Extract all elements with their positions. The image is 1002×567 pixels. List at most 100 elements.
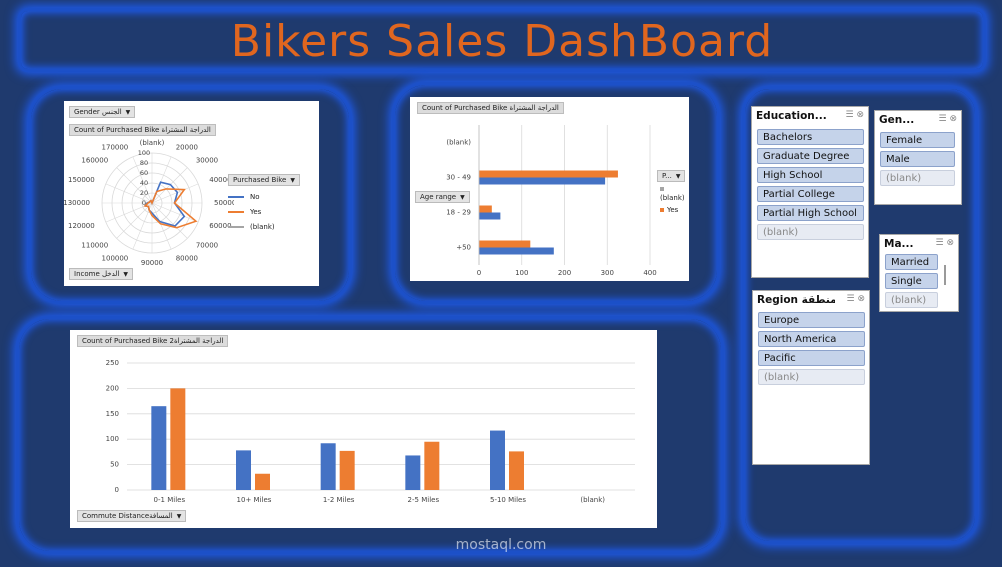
slicer-scrollbar[interactable] <box>944 265 946 285</box>
radar-ring-label: 60 <box>140 169 148 177</box>
slicer-item-education[interactable]: Partial High School <box>757 205 864 221</box>
commute-tick-label: 150 <box>106 410 119 418</box>
radar-spoke <box>132 156 153 204</box>
commute-category-label: 1-2 Miles <box>323 496 355 504</box>
gender-filter-label: Gender الجنس <box>74 108 122 116</box>
radar-category-label: (blank) <box>140 139 165 147</box>
radar-category-label: 60000 <box>209 222 231 230</box>
age-bar-blank <box>479 212 501 220</box>
multi-select-icon[interactable]: ☰ <box>938 114 947 124</box>
slicer-item-gender[interactable]: Male <box>880 151 955 167</box>
commute-category-label: 10+ Miles <box>237 496 272 504</box>
education-slicer: Education... ☰ ⊗ Bachelors Graduate Degre… <box>751 106 869 278</box>
slicer-item-education[interactable]: Bachelors <box>757 129 864 145</box>
radar-spoke <box>151 202 199 223</box>
slicer-item-gender[interactable]: Female <box>880 132 955 148</box>
age-tick-label: 0 <box>477 269 481 277</box>
region-slicer: Region المنطقة ☰ ⊗ Europe North America Pa… <box>752 290 870 465</box>
chevron-down-icon: ▼ <box>176 513 182 520</box>
radar-spoke <box>151 202 172 250</box>
chevron-down-icon: ▼ <box>290 177 295 184</box>
commute-bar-plot: 0 50 100 150 200 250 0-1 Miles 10+ Miles 1-2 Mil… <box>106 359 635 504</box>
commute-tick-label: 100 <box>106 435 119 443</box>
legend-label: (blank) <box>250 222 275 231</box>
commute-axis-label: Commute Distanceالمسافة <box>82 512 173 520</box>
age-range-axis-button[interactable]: Age range ▼ <box>415 191 470 203</box>
clear-filter-icon[interactable]: ⊗ <box>856 110 864 120</box>
radar-plot: 0 20 40 60 80 100 (blank) 20000 30000 40000 50000 6… <box>64 139 234 265</box>
legend-label: Yes <box>250 207 262 216</box>
slicer-item-region[interactable]: Pacific <box>758 350 865 366</box>
commute-tick-label: 50 <box>110 461 119 469</box>
age-bar-Yes <box>479 205 492 213</box>
value-field-tag[interactable]: Count of Purchased Bike الدراجة المشتراة <box>417 102 564 114</box>
radar-category-label: 90000 <box>141 259 163 265</box>
radar-spoke <box>116 167 153 204</box>
radar-category-label: 50000 <box>214 199 234 207</box>
multi-select-icon[interactable]: ☰ <box>935 238 944 248</box>
legend-label: Yes <box>667 206 679 214</box>
commute-chart-card: Count of Purchased Bike الدراجة المشتراة… <box>70 330 657 528</box>
watermark-url: mostaql.com <box>455 537 547 553</box>
commute-bar-Yes <box>170 388 186 490</box>
slicer-header-icons: ☰ ⊗ <box>936 238 955 248</box>
age-legend-filter[interactable]: P... ▼ <box>657 170 686 182</box>
commute-category-label: (blank) <box>580 496 605 504</box>
marital-status-slicer: Ma... ☰ ⊗ Married Single (blank) <box>879 234 959 312</box>
slicer-item-education[interactable]: Partial College <box>757 186 864 202</box>
legend-title: P... <box>662 172 672 180</box>
purchased-bike-legend-filter[interactable]: Purchased Bike ▼ <box>228 174 300 186</box>
slicer-item-region[interactable]: Europe <box>758 312 865 328</box>
commute-tick-label: 200 <box>106 384 119 392</box>
clear-filter-icon[interactable]: ⊗ <box>949 114 957 124</box>
clear-filter-icon[interactable]: ⊗ <box>946 238 954 248</box>
slicer-item-education[interactable]: Graduate Degree <box>757 148 864 164</box>
radar-category-label: 160000 <box>81 157 108 165</box>
value-field-tag[interactable]: Count of Purchased Bike الدراجة المشتراة <box>69 124 216 136</box>
age-legend: (blank) Yes <box>660 185 688 218</box>
slicer-item-education[interactable]: (blank) <box>757 224 864 240</box>
radar-ring-label: 0 <box>142 199 146 207</box>
slicer-item-region[interactable]: (blank) <box>758 369 865 385</box>
legend-entry: (blank) <box>228 219 318 234</box>
clear-filter-icon[interactable]: ⊗ <box>857 294 865 304</box>
gender-slicer: Gen... ☰ ⊗ Female Male (blank) <box>874 110 962 205</box>
chevron-down-icon: ▼ <box>123 271 128 278</box>
value-field-tag[interactable]: Count of Purchased Bike الدراجة المشتراة… <box>77 335 229 347</box>
commute-tick-label: 0 <box>115 486 119 494</box>
chevron-down-icon: ▼ <box>125 109 131 116</box>
commute-tick-label: 250 <box>106 359 119 367</box>
legend-title: Purchased Bike <box>233 176 287 184</box>
legend-entry: No <box>228 189 318 204</box>
slicer-item-marital[interactable]: Married <box>885 254 938 270</box>
slicer-item-marital[interactable]: Single <box>885 273 938 289</box>
radar-series-line-Yes <box>143 188 198 229</box>
radar-category-label: 150000 <box>68 176 95 184</box>
slicer-item-marital[interactable]: (blank) <box>885 292 938 308</box>
commute-bar-No <box>405 455 421 490</box>
multi-select-icon[interactable]: ☰ <box>846 294 855 304</box>
radar-category-label: 20000 <box>176 144 198 152</box>
commute-axis-button[interactable]: Commute Distanceالمسافة ▼ <box>77 510 187 522</box>
radar-ring-label: 80 <box>140 159 148 167</box>
slicer-item-region[interactable]: North America <box>758 331 865 347</box>
legend-swatch <box>228 210 244 213</box>
age-tick-label: 100 <box>515 269 528 277</box>
gender-filter-button[interactable]: Gender الجنس ▼ <box>69 106 136 118</box>
age-bar-blank <box>479 247 554 255</box>
slicer-item-gender[interactable]: (blank) <box>880 170 955 186</box>
radar-category-label: 110000 <box>81 241 108 249</box>
multi-select-icon[interactable]: ☰ <box>845 110 854 120</box>
legend-swatch <box>228 195 244 198</box>
commute-category-label: 2-5 Miles <box>408 496 440 504</box>
age-category-label: 30 - 49 <box>446 174 471 182</box>
age-bar-plot: 0 100 200 300 400 (blank) 30 - 49 18 - 29 +50 <box>446 125 657 277</box>
age-tick-label: 200 <box>558 269 571 277</box>
radar-spoke <box>151 183 199 204</box>
chevron-down-icon: ▼ <box>675 173 681 180</box>
slicer-item-education[interactable]: High School <box>757 167 864 183</box>
radar-ring-label: 20 <box>140 189 148 197</box>
income-axis-button[interactable]: Income الدخل ▼ <box>69 268 133 280</box>
age-category-label: (blank) <box>446 139 471 147</box>
legend-swatch <box>660 187 664 191</box>
